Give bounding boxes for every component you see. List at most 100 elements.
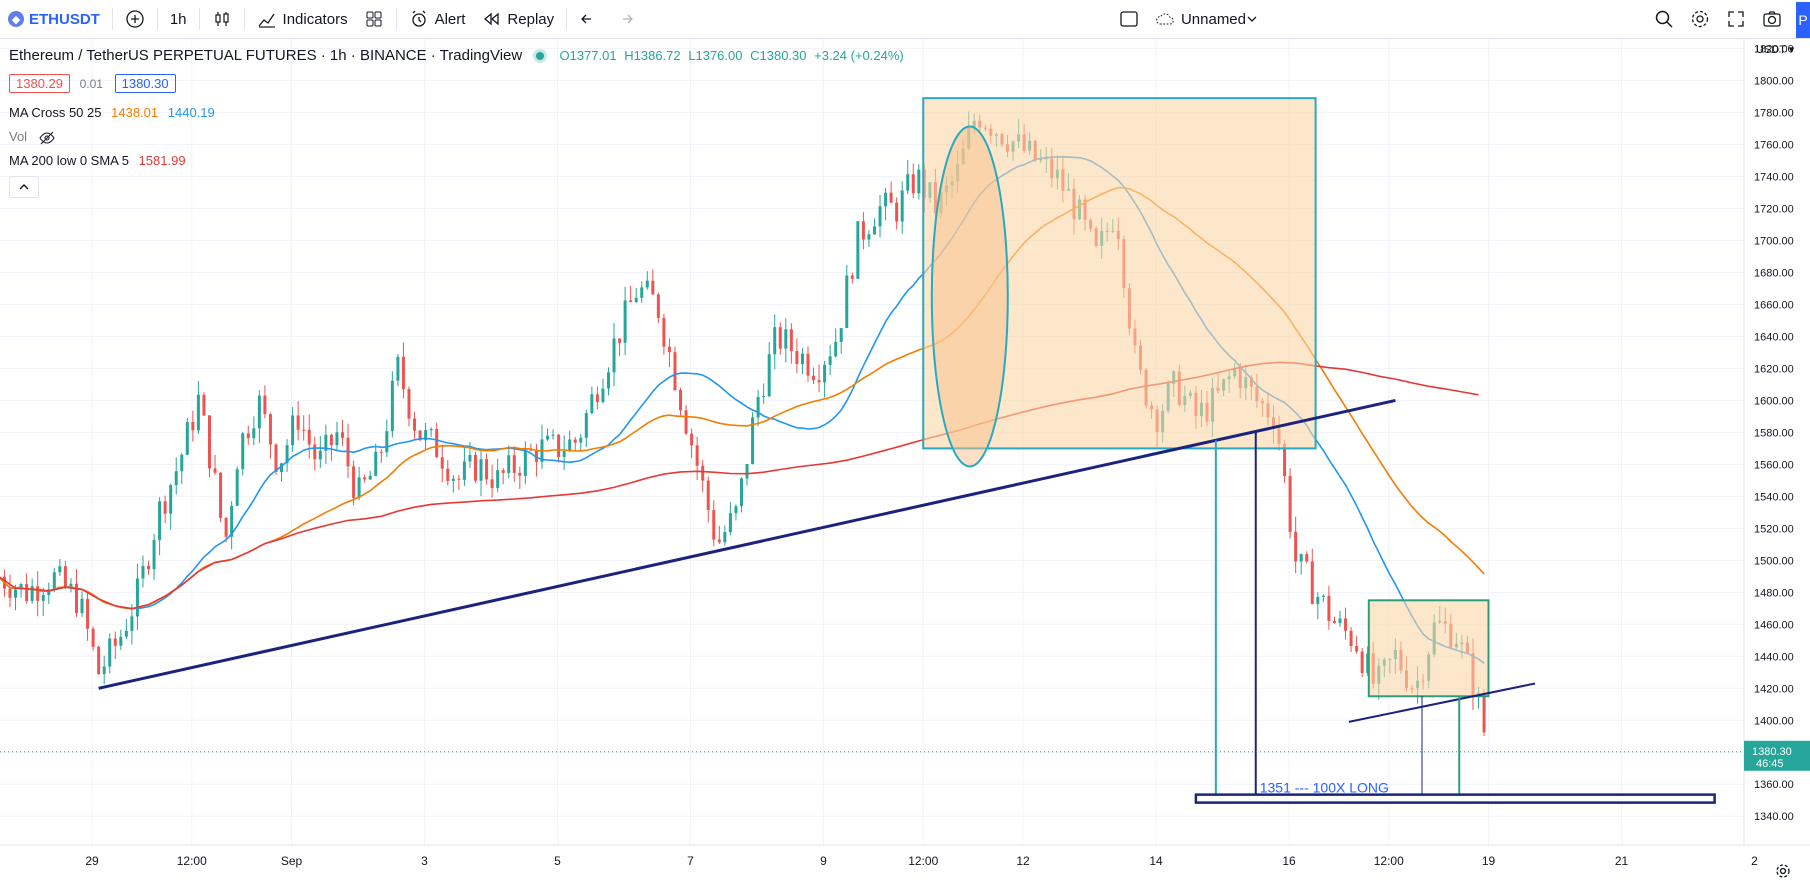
candle-body [712,510,715,540]
alert-button[interactable]: Alert [401,0,474,38]
candle-body [330,435,333,445]
time-tick-label: 12 [1016,854,1030,868]
volume-legend[interactable]: Vol [9,129,55,145]
candle-body [701,466,704,481]
candle-body [768,354,771,396]
candle-body [624,300,627,342]
undo-icon [579,9,599,29]
candle-body [552,435,555,436]
ma200-legend[interactable]: MA 200 low 0 SMA 5 1581.99 [9,153,186,168]
candle-body [1305,554,1308,561]
candle-body [668,347,671,352]
toolbar-divider [157,8,158,30]
candle-body [601,389,604,402]
templates-button[interactable] [356,0,392,38]
time-tick-label: 21 [1615,854,1629,868]
grid-lines [0,39,1755,845]
indicators-button[interactable]: Indicators [249,0,356,38]
candle-body [258,396,261,429]
candle-body [153,540,156,569]
compare-button[interactable] [117,0,153,38]
ma-cross-value-1: 1438.01 [111,105,158,120]
interval-button[interactable]: 1h [162,0,195,38]
buy-price-box[interactable]: 1380.30 [115,74,176,93]
fullscreen-toggle-button[interactable] [1111,0,1147,38]
candle-body [81,599,84,613]
sell-price-box[interactable]: 1380.29 [9,74,70,93]
rewind-icon [481,9,501,29]
candle-body [164,501,167,513]
candle-body [402,357,405,389]
eye-hidden-icon[interactable] [39,131,55,145]
candle-body [446,469,449,481]
top-toolbar: ◆ ETHUSDT 1h Indicators Alert Replay Unn… [0,0,1810,39]
candle-body [269,414,272,444]
candle-body [435,429,438,457]
candle-body [679,390,682,410]
symbol-search[interactable]: ◆ ETHUSDT [0,0,108,38]
candle-body [385,431,388,452]
price-tick-label: 1820.00 [1754,44,1794,56]
candle-body [806,354,809,376]
price-tick-label: 1660.00 [1754,299,1794,311]
collapse-legend-button[interactable] [9,176,39,198]
candle-body [596,394,599,402]
symbol-label: ETHUSDT [29,11,100,28]
spread-value: 0.01 [80,77,103,91]
candle-body [740,478,743,506]
candle-body [818,380,821,382]
candle-body [613,338,616,372]
redo-button[interactable] [607,0,643,38]
candle-body [180,455,183,471]
high-label: H [624,48,633,63]
candle-body [912,174,915,193]
time-tick-label: 14 [1149,854,1163,868]
candle-body [1361,652,1364,673]
expand-button[interactable] [1718,0,1754,38]
low-value: 1376.00 [695,48,742,63]
ma200-label: MA 200 low 0 SMA 5 [9,153,129,168]
candle-body [1322,596,1325,597]
candle-body [58,566,61,572]
search-icon [1654,9,1674,29]
toolbar-divider [566,8,567,30]
ma-cross-legend[interactable]: MA Cross 50 25 1438.01 1440.19 [9,105,215,120]
candle-body [757,397,760,417]
change-value: +3.24 (+0.24%) [814,48,904,63]
time-tick-label: 12:00 [908,854,938,868]
price-tick-label: 1460.00 [1754,619,1794,631]
bid-ask-row: 1380.29 0.01 1380.30 [9,74,182,93]
replay-button[interactable]: Replay [473,0,562,38]
candle-body [463,461,466,479]
candle-body [64,566,67,586]
camera-icon [1762,9,1782,29]
undo-button[interactable] [571,0,607,38]
price-tick-label: 1740.00 [1754,172,1794,184]
search-button[interactable] [1646,0,1682,38]
plus-circle-icon [125,9,145,29]
candle-body [901,191,904,222]
settings-button[interactable] [1682,0,1718,38]
chevron-down-icon [1246,9,1258,29]
candle-body [480,459,483,481]
layout-name-button[interactable]: Unnamed [1147,0,1266,38]
time-tick-label: 5 [554,854,561,868]
candle-body [557,435,560,457]
candle-body [518,473,521,476]
candle-body [441,457,444,468]
market-open-dot [536,52,544,60]
publish-tab[interactable]: P [1796,2,1810,38]
candle-body [297,415,300,429]
time-tick-label: 12:00 [1374,854,1404,868]
candle-body [1355,646,1358,651]
snapshot-button[interactable] [1754,0,1790,38]
candle-body [125,631,128,637]
price-tick-label: 1780.00 [1754,108,1794,120]
chart-type-button[interactable] [204,0,240,38]
alert-label: Alert [435,11,466,28]
candle-body [862,221,865,239]
candle-body [291,415,294,445]
alarm-clock-icon [409,9,429,29]
